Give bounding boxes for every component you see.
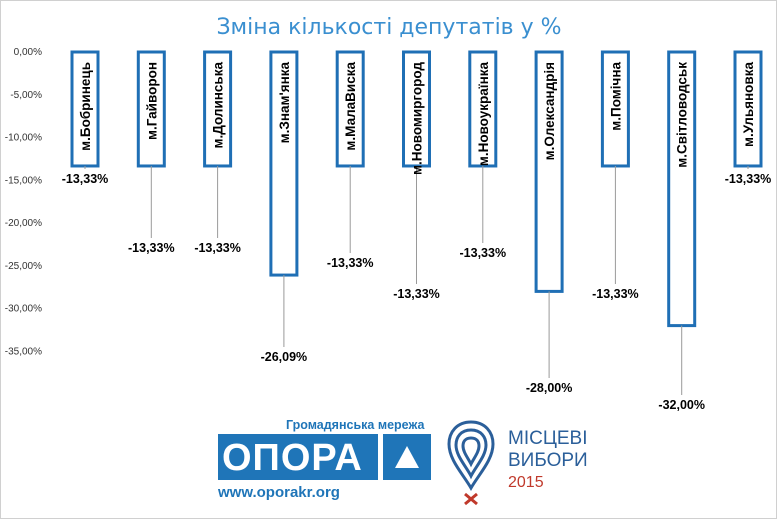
data-label: -26,09%	[261, 350, 308, 364]
category-label: м.Долинська	[211, 62, 226, 149]
y-tick-label: -20,00%	[5, 218, 42, 229]
category-label: м.Світловодськ	[675, 62, 690, 168]
bars: -13,33% м.Бобринець -13,33% м.Гайворон -13,3…	[62, 50, 772, 412]
data-label: -13,33%	[393, 287, 440, 301]
bar	[667, 50, 697, 328]
y-tick-label: -35,00%	[5, 346, 42, 357]
data-label: -13,33%	[460, 246, 507, 260]
local-elections-line2: ВИБОРИ	[508, 450, 588, 471]
data-label: -13,33%	[725, 172, 772, 186]
y-tick-label: -15,00%	[5, 175, 42, 186]
category-label: м.Ульяновка	[741, 62, 756, 147]
category-label: м.Гайворон	[144, 62, 159, 140]
category-label: м.Помічна	[608, 62, 623, 131]
bar	[600, 50, 630, 168]
chart-title: Зміна кількості депутатів у %	[216, 15, 561, 40]
data-label: -32,00%	[658, 398, 705, 412]
website-link: www.oporakr.org	[218, 484, 340, 501]
opora-wordmark: ОПОРА	[222, 437, 363, 479]
data-label: -13,33%	[592, 287, 639, 301]
opora-logo: ОПОРА	[218, 434, 378, 480]
network-label: Громадянська мережа	[286, 418, 425, 432]
logo-area: Громадянська мережа ОПОРА www.oporakr.or…	[218, 418, 588, 508]
data-label: -28,00%	[526, 381, 573, 395]
y-axis: 0,00% -5,00% -10,00% -15,00% -20,00% -25,00% -…	[5, 47, 42, 357]
y-tick-label: -10,00%	[5, 133, 42, 144]
bar	[534, 50, 564, 293]
data-label: -13,33%	[194, 241, 241, 255]
elections-pin-icon	[447, 420, 495, 506]
category-label: м.Олександрія	[542, 62, 557, 160]
y-tick-label: -30,00%	[5, 304, 42, 315]
y-tick-label: -25,00%	[5, 261, 42, 272]
bar	[136, 50, 166, 168]
local-elections-line1: МІСЦЕВІ	[508, 428, 588, 449]
triangle-icon	[395, 446, 419, 468]
category-label: м.Новомиргород	[410, 62, 425, 175]
y-tick-label: 0,00%	[14, 47, 42, 58]
bar	[402, 50, 431, 168]
local-elections-label: МІСЦЕВІ ВИБОРИ 2015	[508, 428, 588, 494]
data-label: -13,33%	[327, 256, 374, 270]
category-label: м.Знам'янка	[277, 62, 292, 144]
category-label: м.Новоукраїнка	[476, 62, 491, 167]
opora-triangle-icon	[383, 434, 431, 480]
data-label: -13,33%	[62, 172, 109, 186]
data-label: -13,33%	[128, 241, 175, 255]
y-tick-label: -5,00%	[10, 90, 42, 101]
category-label: м.Бобринець	[78, 62, 93, 151]
elections-year: 2015	[508, 474, 544, 491]
category-label: м.МалаВиска	[343, 62, 358, 151]
